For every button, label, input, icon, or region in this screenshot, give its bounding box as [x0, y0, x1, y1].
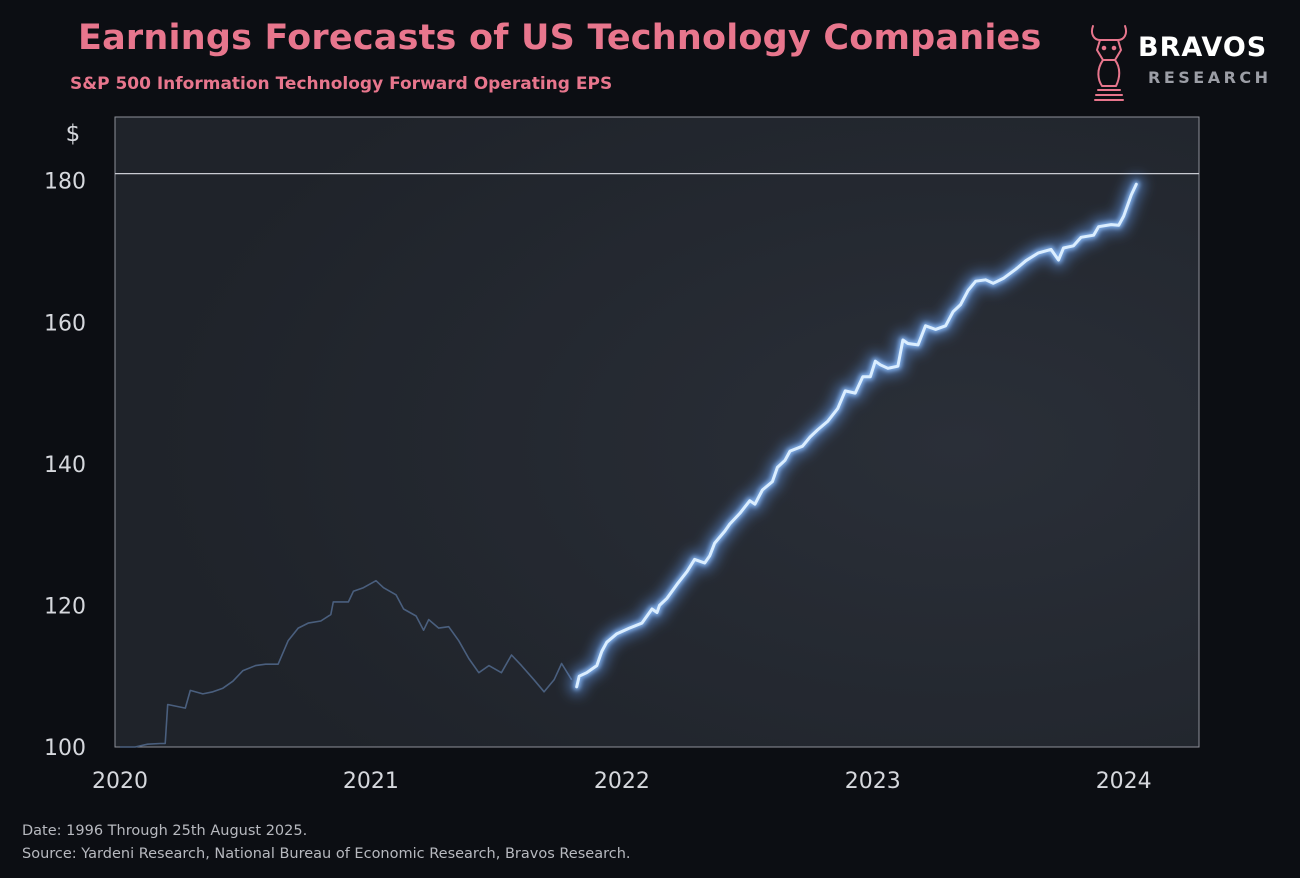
brand-name: BRAVOS	[1138, 32, 1268, 63]
date-note: Date: 1996 Through 25th August 2025.	[22, 823, 308, 839]
brand-subtitle: RESEARCH	[1148, 68, 1272, 87]
x-tick-label: 2021	[343, 769, 399, 794]
chart-title: Earnings Forecasts of US Technology Comp…	[78, 18, 1042, 58]
series-line	[575, 182, 1138, 689]
chart-subtitle: S&P 500 Information Technology Forward O…	[70, 74, 613, 94]
x-tick-label: 2023	[845, 769, 901, 794]
bull-chess-knight-icon	[1090, 25, 1128, 101]
y-tick-label: 120	[44, 594, 86, 619]
y-axis-label: $	[66, 121, 81, 147]
x-tick-label: 2022	[594, 769, 650, 794]
y-tick-label: 160	[44, 311, 86, 336]
plot-area	[114, 116, 1200, 748]
x-tick-label: 2020	[92, 769, 148, 794]
y-tick-label: 140	[44, 453, 86, 478]
brand-logo: BRAVOS RESEARCH	[1084, 20, 1284, 104]
series-line	[120, 579, 573, 748]
source-note: Source: Yardeni Research, National Burea…	[22, 846, 631, 862]
series-highlight	[567, 175, 1146, 696]
y-tick-label: 180	[44, 170, 86, 195]
series-dim	[120, 579, 573, 748]
x-tick-label: 2024	[1096, 769, 1152, 794]
y-tick-label: 100	[44, 736, 86, 761]
